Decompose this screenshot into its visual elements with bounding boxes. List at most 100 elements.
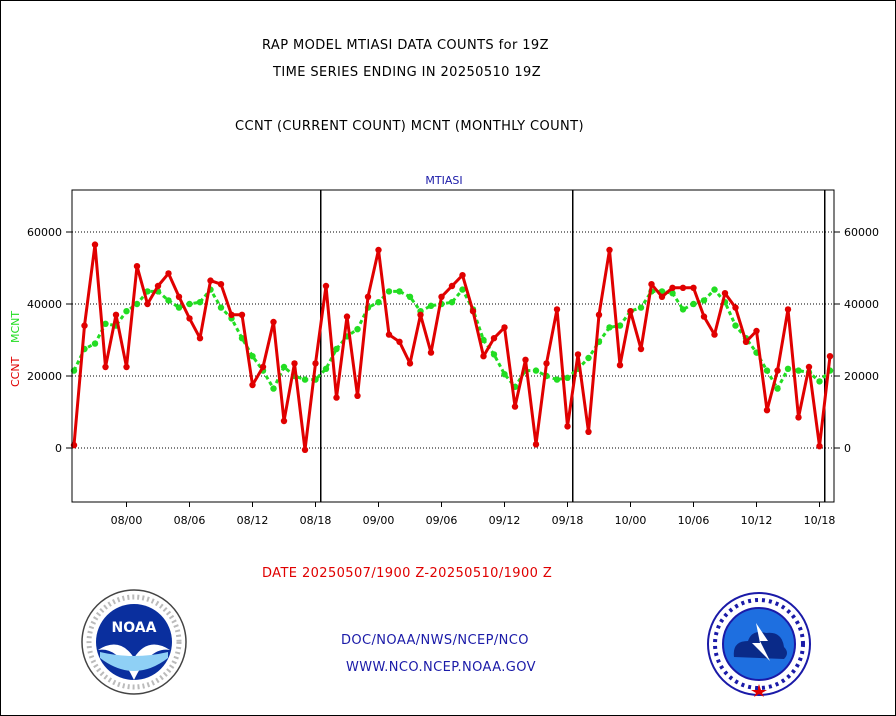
data-point-ccnt xyxy=(102,363,109,371)
page-subtitle: TIME SERIES ENDING IN 20250510 19Z xyxy=(273,65,542,80)
data-point-ccnt xyxy=(459,272,466,279)
data-point-mcnt xyxy=(679,306,687,313)
data-point-mcnt xyxy=(532,367,540,374)
data-point-ccnt xyxy=(91,241,99,248)
data-point-ccnt xyxy=(133,263,141,270)
x-tick-label: 10/00 xyxy=(615,514,647,527)
data-point-mcnt xyxy=(270,385,277,392)
data-point-mcnt xyxy=(396,288,403,295)
data-point-ccnt xyxy=(826,353,834,360)
data-point-mcnt xyxy=(123,308,130,315)
data-point-mcnt xyxy=(385,288,393,295)
data-point-ccnt xyxy=(364,293,372,300)
data-point-mcnt xyxy=(448,299,456,306)
data-point-mcnt xyxy=(322,365,330,372)
x-tick-label: 08/18 xyxy=(300,514,332,527)
data-point-mcnt xyxy=(795,367,802,374)
page-title: RAP MODEL MTIASI DATA COUNTS for 19Z xyxy=(262,38,549,53)
data-point-mcnt xyxy=(784,365,792,372)
data-point-mcnt xyxy=(175,304,183,311)
data-point-ccnt xyxy=(385,331,393,338)
data-point-mcnt xyxy=(585,354,592,362)
date-range-label: DATE 20250507/1900 Z-20250510/1900 Z xyxy=(262,566,553,581)
data-point-ccnt xyxy=(417,311,424,318)
nws-logo xyxy=(707,592,811,697)
data-point-ccnt xyxy=(291,360,298,367)
data-point-ccnt xyxy=(228,311,235,318)
data-point-mcnt xyxy=(763,367,771,374)
data-point-mcnt xyxy=(553,376,561,383)
data-point-ccnt xyxy=(532,441,540,448)
data-point-mcnt xyxy=(133,300,141,308)
data-point-ccnt xyxy=(81,322,88,329)
ylabel-ccnt: CCNT xyxy=(9,356,22,387)
x-tick-label: 09/12 xyxy=(489,514,521,527)
ylabel-mcnt: MCNT xyxy=(9,311,22,343)
noaa-logo: NOAA xyxy=(81,589,187,695)
x-tick-label: 09/06 xyxy=(426,514,458,527)
data-point-ccnt xyxy=(175,293,183,300)
data-point-ccnt xyxy=(669,284,676,291)
x-tick-label: 10/06 xyxy=(678,514,710,527)
grid-layer xyxy=(72,190,834,502)
y-tick-label-right: 0 xyxy=(844,442,851,455)
data-point-ccnt xyxy=(490,335,498,342)
data-point-ccnt xyxy=(721,290,729,297)
data-point-ccnt xyxy=(711,331,718,338)
data-point-ccnt xyxy=(543,360,550,367)
data-point-mcnt xyxy=(690,300,697,308)
data-point-ccnt xyxy=(144,300,151,308)
data-point-ccnt xyxy=(732,304,739,311)
data-point-ccnt xyxy=(637,345,645,353)
data-point-mcnt xyxy=(217,304,225,311)
data-point-ccnt xyxy=(280,417,288,425)
website-link[interactable]: WWW.NCO.NCEP.NOAA.GOV xyxy=(346,660,536,675)
data-point-mcnt xyxy=(375,299,382,306)
data-point-mcnt xyxy=(637,304,645,311)
data-point-mcnt xyxy=(669,290,676,297)
data-point-ccnt xyxy=(186,315,193,322)
data-point-mcnt xyxy=(186,300,193,308)
data-point-mcnt xyxy=(406,293,414,300)
data-point-ccnt xyxy=(585,428,592,435)
x-tick-label: 10/18 xyxy=(804,514,836,527)
series-ccnt xyxy=(70,241,834,453)
series-layer xyxy=(70,241,834,453)
data-point-ccnt xyxy=(480,353,487,360)
data-point-ccnt xyxy=(469,308,477,315)
data-point-ccnt xyxy=(553,306,561,313)
org-path: DOC/NOAA/NWS/NCEP/NCO xyxy=(341,633,529,648)
data-point-ccnt xyxy=(154,282,162,290)
data-point-mcnt xyxy=(459,286,466,293)
data-point-mcnt xyxy=(711,286,718,293)
data-point-ccnt xyxy=(763,407,771,414)
series-line-ccnt xyxy=(72,243,832,452)
data-point-ccnt xyxy=(795,414,802,421)
data-point-ccnt xyxy=(784,306,792,313)
data-point-ccnt xyxy=(322,282,330,290)
data-point-ccnt xyxy=(354,392,361,399)
y-tick-label-left: 60000 xyxy=(27,226,62,239)
data-point-mcnt xyxy=(774,385,781,392)
data-point-mcnt xyxy=(354,326,361,333)
y-tick-label-left: 40000 xyxy=(27,298,62,311)
data-point-ccnt xyxy=(690,284,697,291)
data-point-ccnt xyxy=(312,360,319,367)
plot-area-border xyxy=(71,189,835,503)
data-point-mcnt xyxy=(333,345,340,353)
data-point-ccnt xyxy=(196,335,204,342)
data-point-ccnt xyxy=(270,318,277,326)
data-point-ccnt xyxy=(448,282,456,290)
data-point-ccnt xyxy=(816,443,823,450)
data-point-ccnt xyxy=(259,363,267,371)
data-point-ccnt xyxy=(616,362,624,369)
data-point-mcnt xyxy=(616,322,624,329)
data-point-ccnt xyxy=(700,313,708,320)
x-tick-label: 09/00 xyxy=(363,514,395,527)
data-point-ccnt xyxy=(595,311,603,318)
data-point-ccnt xyxy=(511,403,519,410)
data-point-ccnt xyxy=(574,351,582,358)
data-point-mcnt xyxy=(427,302,435,309)
data-point-ccnt xyxy=(112,311,120,318)
data-point-mcnt xyxy=(280,363,288,371)
